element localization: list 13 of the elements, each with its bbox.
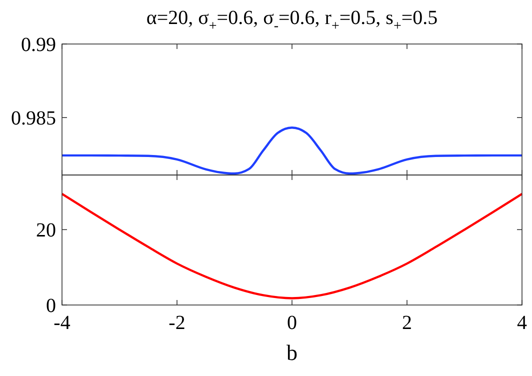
y-tick-label: 0.985 [11,108,56,130]
x-axis-title: b [286,340,298,365]
x-tick-label: -2 [168,312,186,334]
chart-title: α=20, σ$_{+}$=0.6, σ$_{-}$=0.6, r$_{+}$=0.5, s$_{+}$=0.5 [146,7,438,34]
x-tick-label: -4 [54,312,70,334]
x-tick-label: 2 [402,312,412,334]
y-tick-label: 0 [46,295,56,317]
x-tick-label: 0 [287,312,297,334]
line-series [60,126,524,175]
y-tick-label: 20 [36,220,56,242]
y-tick-label: 0.99 [21,34,56,56]
x-tick-label: 4 [517,312,527,334]
line-series [60,192,524,300]
